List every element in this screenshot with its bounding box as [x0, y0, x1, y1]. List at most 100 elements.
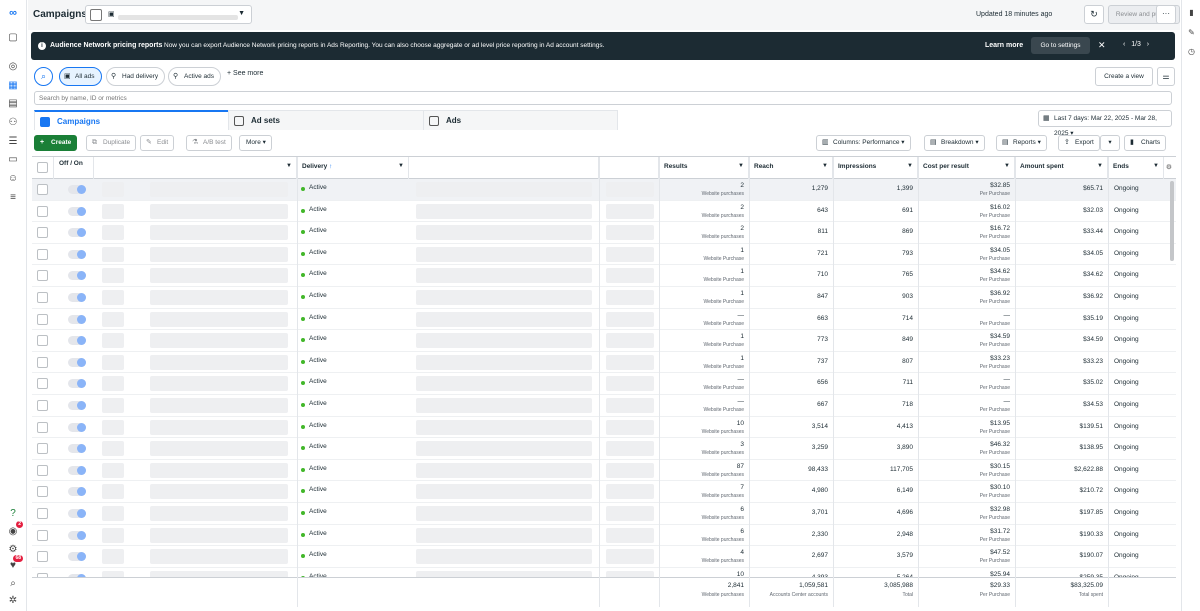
table-row[interactable]: Active 4 Website purchases 2,697 3,579 $47.52… [32, 546, 1176, 568]
campaign-toggle[interactable] [68, 509, 86, 518]
campaign-toggle[interactable] [68, 530, 86, 540]
tab-ad-sets[interactable]: Ad sets [228, 110, 424, 130]
row-checkbox[interactable] [37, 248, 48, 260]
header-delivery[interactable]: Delivery ↑ ▼ [297, 157, 409, 179]
campaign-toggle[interactable] [68, 552, 86, 562]
help-icon[interactable]: ? [10, 507, 16, 519]
row-checkbox[interactable] [37, 529, 48, 541]
filter-settings-button[interactable]: ⚌ [1157, 67, 1175, 86]
header-name[interactable]: ▼ [94, 157, 297, 179]
learn-more-link[interactable]: Learn more [985, 42, 1024, 49]
table-row[interactable]: Active — Website Purchase 656 711— Per Purcha… [32, 373, 1176, 395]
documents-icon[interactable]: ☰ [8, 135, 18, 147]
table-row[interactable]: Active 1 Website Purchase 710 765 $34.62 Per P… [32, 265, 1176, 287]
alerts-icon[interactable]: ♥ 68 [10, 555, 23, 571]
create-view-button[interactable]: Create a view [1095, 67, 1153, 86]
row-checkbox[interactable] [37, 184, 48, 195]
pages-icon[interactable]: ▤ [8, 97, 18, 109]
edit-button[interactable]: ✎ Edit [140, 135, 175, 151]
campaign-toggle[interactable] [68, 228, 86, 238]
notifications-icon[interactable]: ◉ 2 [8, 521, 23, 537]
duplicate-button[interactable]: ⧉ Duplicate [86, 135, 137, 151]
refresh-button[interactable]: ↻ [1084, 5, 1104, 24]
campaigns-table-icon[interactable]: ▦ [8, 79, 18, 91]
search-icon[interactable]: ⌕ [10, 577, 16, 589]
breakdown-button[interactable]: ▤ Breakdown ▾ [924, 135, 985, 151]
campaign-toggle[interactable] [68, 314, 86, 324]
campaign-toggle[interactable] [68, 336, 86, 346]
see-more-filters[interactable]: + See more [227, 70, 264, 77]
row-checkbox[interactable] [37, 551, 48, 563]
audience-icon[interactable]: ⚇ [8, 116, 18, 128]
table-row[interactable]: Active 2 Website purchases 811 869 $16.72 Per … [32, 222, 1176, 244]
meta-logo-icon[interactable]: ∞ [9, 7, 17, 19]
row-checkbox[interactable] [37, 335, 48, 347]
history-icon[interactable]: ◷ [1188, 47, 1195, 56]
column-settings-icon[interactable]: ⚙ [1166, 164, 1172, 171]
export-button[interactable]: ⇪ Export [1058, 135, 1100, 151]
table-row[interactable]: Active 1 Website Purchase 773 849 $34.59 Per P… [32, 330, 1176, 352]
account-square-icon[interactable]: ▢ [8, 31, 18, 43]
billing-icon[interactable]: ▭ [8, 153, 18, 165]
campaign-toggle[interactable] [68, 357, 86, 367]
table-row[interactable]: Active 1 Website Purchase 847 903 $36.92 Per P… [32, 287, 1176, 309]
ad-account-selector[interactable]: ▣ ▼ [85, 5, 252, 24]
go-to-settings-button[interactable]: Go to settings [1031, 37, 1090, 54]
table-row[interactable]: Active 1 Website Purchase 737 807 $33.23 Per P… [32, 352, 1176, 374]
chevron-right-icon[interactable]: › [1146, 41, 1150, 48]
header-cost-per-result[interactable]: Cost per result ▼ [918, 157, 1015, 179]
header-amount-spent[interactable]: Amount spent ▼ [1015, 157, 1108, 179]
row-checkbox[interactable] [37, 508, 48, 519]
search-input[interactable] [34, 91, 1172, 105]
row-checkbox[interactable] [37, 421, 48, 433]
columns-button[interactable]: ▥ Columns: Performance ▾ [816, 135, 911, 151]
settings-icon[interactable]: ⚙ [8, 543, 18, 555]
table-row[interactable]: Active 6 Website purchases 2,330 2,948 $31.72… [32, 525, 1176, 547]
campaign-toggle[interactable] [68, 185, 86, 194]
row-checkbox[interactable] [37, 313, 48, 325]
table-row[interactable]: Active 7 Website purchases 4,980 6,149 $30.10… [32, 481, 1176, 503]
campaign-toggle[interactable] [68, 444, 86, 454]
table-row[interactable]: Active 3 Website purchases 3,259 3,890 $46.32… [32, 438, 1176, 460]
row-checkbox[interactable] [37, 227, 48, 239]
filter-chip-active-ads[interactable]: ⚲ Active ads [168, 67, 221, 86]
row-checkbox[interactable] [37, 400, 48, 411]
row-checkbox[interactable] [37, 292, 48, 303]
filter-chip-had-delivery[interactable]: ⚲ Had delivery [106, 67, 166, 86]
row-checkbox[interactable] [37, 356, 48, 368]
campaign-toggle[interactable] [68, 249, 86, 259]
date-range-picker[interactable]: ▦ Last 7 days: Mar 22, 2025 - Mar 28, 202… [1038, 110, 1172, 137]
dashboard-icon[interactable]: ◎ [8, 60, 18, 72]
row-checkbox[interactable] [37, 270, 48, 282]
header-results[interactable]: Results ▼ [659, 157, 749, 179]
table-row[interactable]: Active 6 Website purchases 3,701 4,696 $32.98… [32, 503, 1176, 525]
campaign-toggle[interactable] [68, 293, 86, 302]
table-row[interactable]: Active 10 Website purchases 3,514 4,413 $13.9… [32, 417, 1176, 439]
header-impressions[interactable]: Impressions ▼ [833, 157, 918, 179]
row-checkbox[interactable] [37, 486, 48, 498]
header-ends[interactable]: Ends ▼ [1108, 157, 1164, 179]
more-options-button[interactable]: ··· [1156, 5, 1176, 24]
header-reach[interactable]: Reach ▼ [749, 157, 833, 179]
campaign-toggle[interactable] [68, 401, 86, 410]
campaign-toggle[interactable] [68, 206, 86, 216]
people-icon[interactable]: ☺ [7, 172, 19, 184]
table-row[interactable]: Active 87 Website purchases 98,433 117,705 $3… [32, 460, 1176, 482]
table-row[interactable]: Active 1 Website Purchase 721 793 $34.05 Per P… [32, 244, 1176, 266]
bug-report-icon[interactable]: ✲ [8, 594, 18, 606]
row-checkbox[interactable] [37, 464, 48, 476]
reports-button[interactable]: ▤ Reports ▾ [996, 135, 1047, 151]
edit-icon[interactable]: ✎ [1188, 28, 1195, 37]
vertical-scrollbar[interactable] [1170, 181, 1174, 261]
charts-button[interactable]: ▮ Charts [1124, 135, 1167, 151]
campaign-toggle[interactable] [68, 487, 86, 497]
header-select-all[interactable] [32, 157, 54, 179]
filter-chip-all-ads[interactable]: ▣ All ads [59, 67, 102, 86]
tab-ads[interactable]: Ads [423, 110, 618, 130]
chart-icon[interactable]: ▮ [1189, 8, 1194, 17]
search-toggle-button[interactable]: ⌕ [34, 67, 53, 86]
row-checkbox[interactable] [37, 205, 48, 217]
campaign-toggle[interactable] [68, 379, 86, 389]
campaign-toggle[interactable] [68, 465, 86, 475]
export-dropdown-button[interactable]: ▾ [1100, 135, 1120, 151]
